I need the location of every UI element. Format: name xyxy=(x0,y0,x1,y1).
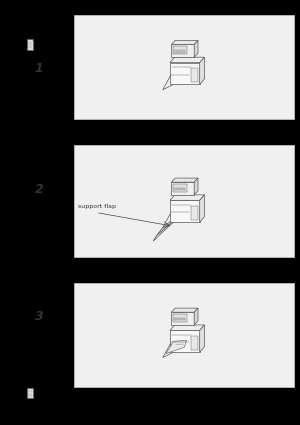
Polygon shape xyxy=(171,308,198,312)
Text: 1: 1 xyxy=(34,62,43,74)
Bar xyxy=(27,388,33,398)
Bar xyxy=(171,182,194,195)
Bar xyxy=(170,200,200,222)
Polygon shape xyxy=(171,40,198,45)
Bar xyxy=(171,312,194,325)
Polygon shape xyxy=(163,209,188,227)
Bar xyxy=(173,314,187,322)
Text: support flap: support flap xyxy=(78,204,116,209)
Bar xyxy=(178,318,181,320)
Polygon shape xyxy=(157,215,177,235)
Bar xyxy=(170,330,200,352)
Polygon shape xyxy=(200,57,205,85)
Text: 3: 3 xyxy=(34,310,43,323)
Bar xyxy=(171,45,194,57)
Polygon shape xyxy=(163,339,188,357)
Polygon shape xyxy=(200,325,205,352)
Polygon shape xyxy=(153,218,176,241)
Bar xyxy=(182,188,185,190)
Bar xyxy=(173,184,187,192)
Bar xyxy=(191,206,198,220)
Polygon shape xyxy=(194,308,198,325)
Polygon shape xyxy=(166,340,187,354)
Bar xyxy=(174,188,177,190)
Polygon shape xyxy=(170,325,205,330)
Bar xyxy=(191,336,198,350)
Bar xyxy=(74,15,294,119)
Polygon shape xyxy=(163,71,188,90)
Polygon shape xyxy=(171,178,198,182)
Bar xyxy=(27,40,33,50)
Polygon shape xyxy=(170,57,205,62)
Bar xyxy=(178,50,181,53)
Polygon shape xyxy=(194,40,198,57)
Bar xyxy=(174,50,177,53)
Bar xyxy=(74,283,294,387)
Polygon shape xyxy=(194,178,198,195)
Bar xyxy=(191,68,198,82)
Polygon shape xyxy=(170,195,205,200)
Polygon shape xyxy=(200,195,205,222)
Bar xyxy=(74,144,294,257)
Text: 2: 2 xyxy=(34,183,43,196)
Bar xyxy=(178,188,181,190)
Bar xyxy=(173,46,187,54)
Bar xyxy=(182,318,185,320)
Bar xyxy=(170,62,200,85)
Bar xyxy=(174,318,177,320)
Bar xyxy=(182,50,185,53)
